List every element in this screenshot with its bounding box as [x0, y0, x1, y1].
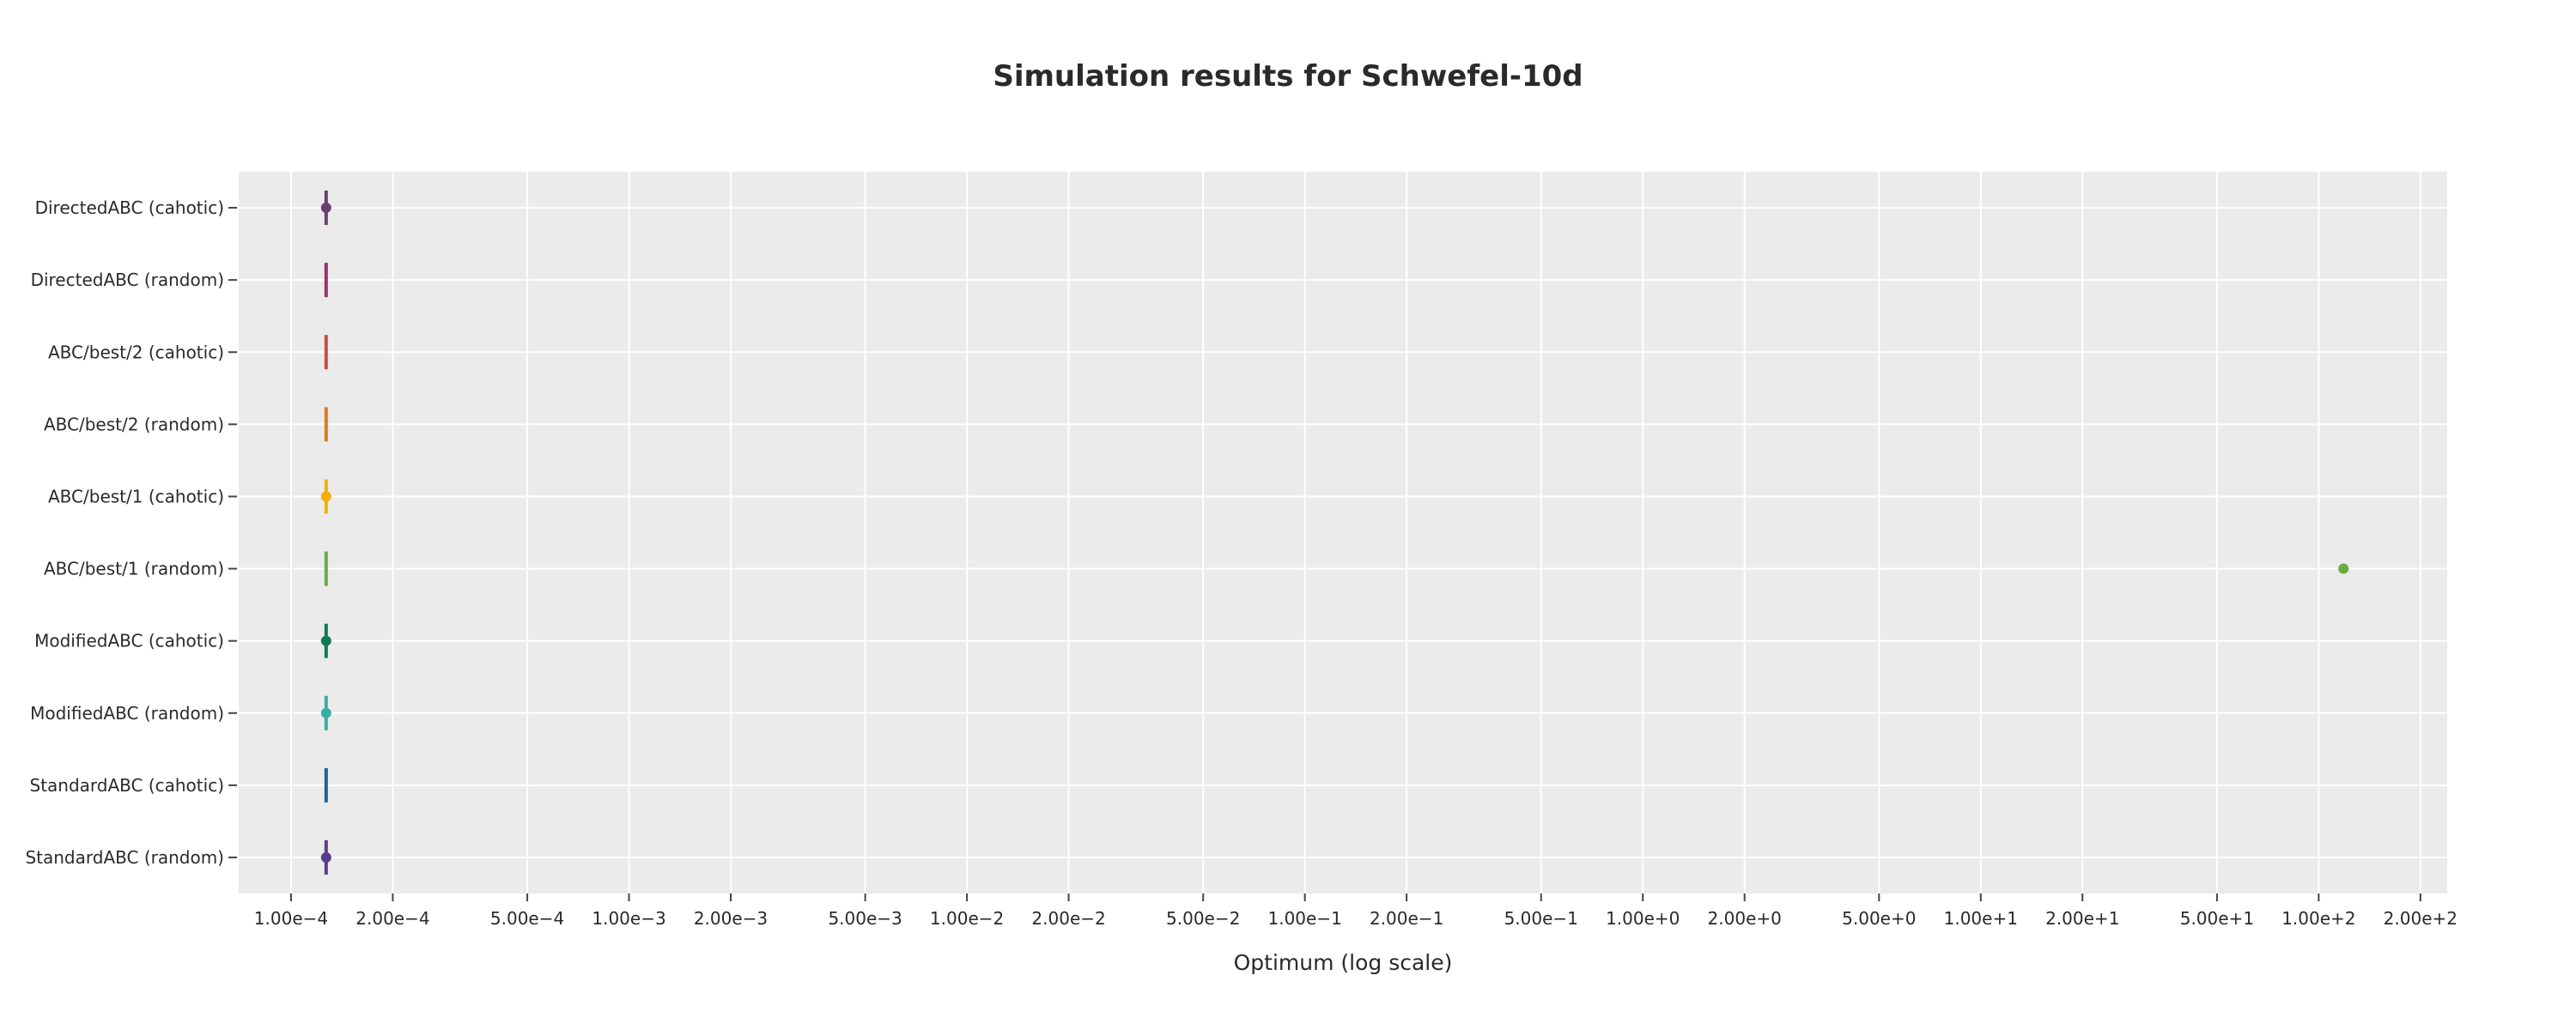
y-tick-label: StandardABC (cahotic) — [29, 775, 224, 796]
x-axis: 1.00e−4 2.00e−4 5.00e−4 1.00e−3 2.00e−3 5.00e… — [254, 894, 2458, 929]
y-axis: DirectedABC (cahotic) DirectedABC (random… — [25, 197, 237, 868]
x-tick-label: 2.00e−1 — [1370, 908, 1443, 929]
x-tick-label: 1.00e+0 — [1606, 908, 1680, 929]
x-tick-label: 2.00e−4 — [355, 908, 429, 929]
x-tick-label: 5.00e+0 — [1842, 908, 1916, 929]
median-marker — [320, 707, 331, 718]
y-tick-label: ABC/best/1 (random) — [44, 559, 224, 579]
median-marker — [320, 635, 331, 646]
median-marker — [320, 203, 331, 214]
plot-area — [239, 172, 2447, 894]
x-tick-label: 2.00e−2 — [1031, 908, 1105, 929]
y-tick-label: DirectedABC (random) — [31, 270, 224, 290]
x-tick-label: 2.00e+2 — [2384, 908, 2458, 929]
x-tick-label: 5.00e−2 — [1166, 908, 1240, 929]
x-tick-label: 5.00e+1 — [2180, 908, 2254, 929]
median-marker — [320, 851, 331, 863]
x-tick-label: 1.00e−3 — [592, 908, 665, 929]
x-tick-label: 1.00e+1 — [1944, 908, 2018, 929]
y-tick-label: StandardABC (random) — [25, 847, 224, 868]
median-marker — [320, 491, 331, 502]
x-tick-label: 1.00e−4 — [254, 908, 328, 929]
x-tick-label: 2.00e+1 — [2045, 908, 2119, 929]
y-tick-label: ABC/best/1 (cahotic) — [48, 486, 224, 506]
x-tick-label: 5.00e−4 — [490, 908, 564, 929]
y-tick-label: ABC/best/2 (cahotic) — [48, 342, 224, 362]
y-tick-label: ModifiedABC (cahotic) — [34, 631, 224, 651]
x-tick-label: 5.00e−1 — [1504, 908, 1578, 929]
x-axis-title: Optimum (log scale) — [1234, 950, 1453, 975]
x-tick-label: 1.00e−2 — [930, 908, 1004, 929]
x-tick-label: 2.00e−3 — [694, 908, 768, 929]
x-tick-label: 1.00e−1 — [1267, 908, 1341, 929]
x-tick-label: 1.00e+2 — [2281, 908, 2355, 929]
y-tick-label: DirectedABC (cahotic) — [35, 197, 224, 218]
y-tick-label: ModifiedABC (random) — [30, 703, 224, 724]
grid-layer — [239, 172, 2447, 894]
x-tick-label: 5.00e−3 — [828, 908, 902, 929]
x-tick-label: 2.00e+0 — [1708, 908, 1782, 929]
y-tick-label: ABC/best/2 (random) — [44, 414, 224, 434]
data-marks — [320, 191, 2349, 875]
chart-title: Simulation results for Schwefel-10d — [993, 59, 1583, 94]
outlier-point — [2338, 563, 2349, 574]
